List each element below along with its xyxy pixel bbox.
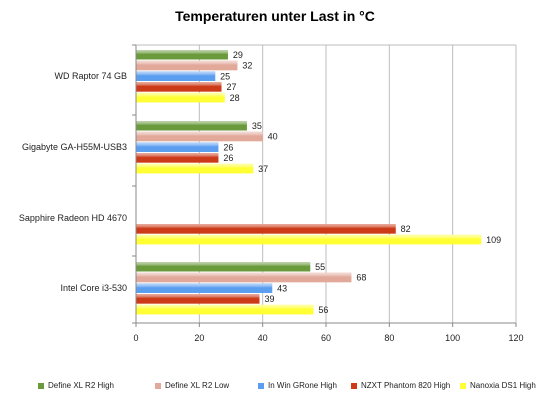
- legend-item-nzxt-phantom-820-high: NZXT Phantom 820 High: [351, 381, 450, 390]
- axes: 0 20 40 60 80 100 120 WD Raptor 74 GB Gigabyte G…: [19, 44, 524, 343]
- data-label: 35: [252, 121, 262, 131]
- data-label: 56: [318, 305, 328, 315]
- data-label: 37: [258, 164, 268, 174]
- legend-label: Define XL R2 High: [48, 381, 114, 390]
- y-category-label: Intel Core i3-530: [60, 283, 127, 293]
- data-label: 26: [223, 142, 233, 152]
- legend-item-define-xl-r2-high: Define XL R2 High: [38, 381, 114, 390]
- x-tick-label: 20: [194, 333, 204, 343]
- chart-title: Temperaturen unter Last in °C: [175, 8, 375, 24]
- legend-swatch: [258, 382, 264, 389]
- x-tick-label: 100: [445, 333, 460, 343]
- data-label: 25: [220, 71, 230, 81]
- legend-swatch: [155, 382, 161, 389]
- legend-swatch: [38, 382, 44, 389]
- legend-label: In Win GRone High: [268, 381, 337, 390]
- data-label: 29: [233, 50, 243, 60]
- bars: [136, 50, 482, 315]
- x-tick-label: 0: [133, 333, 138, 343]
- x-tick-label: 40: [258, 333, 268, 343]
- data-label: 109: [486, 235, 501, 245]
- data-label: 32: [242, 61, 252, 71]
- legend-item-define-xl-r2-low: Define XL R2 Low: [155, 381, 229, 390]
- y-category-label: Gigabyte GA-H55M-USB3: [22, 142, 127, 152]
- legend-swatch: [351, 382, 357, 389]
- data-label: 28: [230, 93, 240, 103]
- data-label: 68: [356, 273, 366, 283]
- x-tick-label: 120: [508, 333, 523, 343]
- y-category-label: WD Raptor 74 GB: [54, 71, 127, 81]
- data-label: 40: [268, 132, 278, 142]
- x-tick-label: 80: [384, 333, 394, 343]
- x-tick-label: 60: [321, 333, 331, 343]
- legend-item-nanoxia-ds1-high: Nanoxia DS1 High: [460, 381, 536, 390]
- legend: Define XL R2 High Define XL R2 Low In Win …: [0, 381, 550, 395]
- data-label: 27: [227, 82, 237, 92]
- data-label: 43: [277, 283, 287, 293]
- legend-swatch: [460, 382, 466, 389]
- data-label: 82: [401, 224, 411, 234]
- data-label: 39: [265, 294, 275, 304]
- legend-item-in-win-grone-high: In Win GRone High: [258, 381, 337, 390]
- legend-label: Define XL R2 Low: [165, 381, 230, 390]
- y-category-label: Sapphire Radeon HD 4670: [19, 213, 127, 223]
- legend-label: NZXT Phantom 820 High: [361, 381, 451, 390]
- data-label: 55: [315, 262, 325, 272]
- data-label: 26: [223, 153, 233, 163]
- legend-label: Nanoxia DS1 High: [470, 381, 536, 390]
